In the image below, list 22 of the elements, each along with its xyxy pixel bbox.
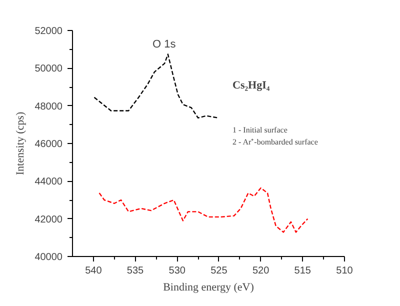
x-tick-label: 515	[294, 266, 312, 276]
x-tick-label: 510	[336, 266, 354, 276]
x-tick-label: 530	[168, 266, 186, 276]
y-tick-label: 46000	[34, 139, 63, 150]
x-tick-label: 520	[252, 266, 270, 276]
annotation: 1 - Initial surface	[232, 126, 288, 134]
y-tick-label: 52000	[34, 26, 63, 37]
y-axis-title: Intensity (cps)	[14, 112, 27, 176]
x-axis-title: Binding energy (eV)	[163, 282, 254, 294]
y-tick-label: 44000	[34, 176, 63, 188]
x-tick-label: 535	[126, 266, 144, 276]
line-series	[94, 54, 219, 118]
y-tick-label: 50000	[34, 64, 63, 75]
y-tick-label: 48000	[34, 101, 63, 112]
x-tick-label: 525	[210, 266, 228, 276]
annotation: Cs₂HgI₄	[232, 80, 270, 92]
y-tick-label: 42000	[34, 214, 63, 226]
x-tick-label: 540	[85, 266, 102, 276]
annotation: O 1s	[152, 38, 176, 50]
y-tick-label: 40000	[34, 252, 63, 263]
annotation: 2 - Ar⁺-bombarded surface	[232, 138, 318, 146]
line-series	[98, 187, 308, 233]
